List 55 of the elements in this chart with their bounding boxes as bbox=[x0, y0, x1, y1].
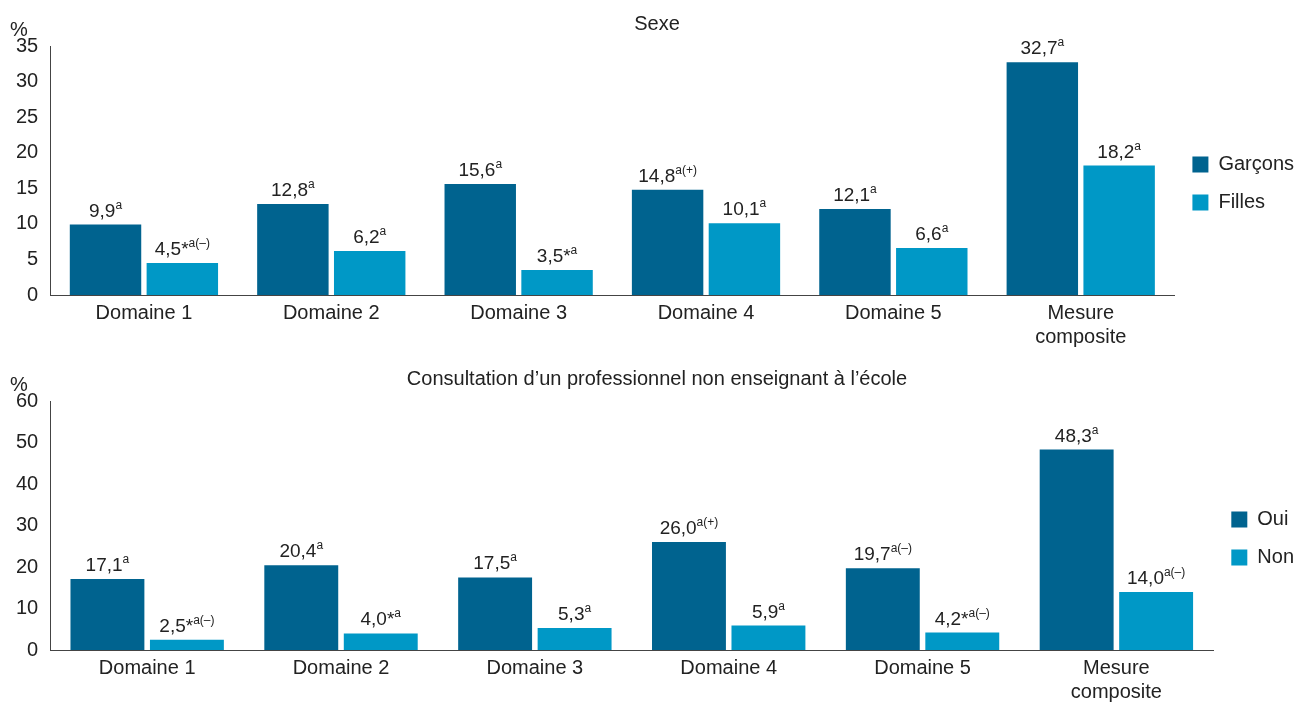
bar bbox=[1006, 62, 1079, 295]
y-tick-label: 15 bbox=[16, 175, 39, 198]
bar bbox=[652, 542, 726, 650]
bar bbox=[845, 568, 920, 650]
y-tick-label: 50 bbox=[16, 430, 39, 453]
bar bbox=[731, 625, 806, 650]
bar bbox=[1083, 165, 1155, 295]
y-tick-label: 30 bbox=[16, 513, 39, 536]
bar bbox=[1039, 449, 1114, 650]
bar bbox=[896, 248, 968, 295]
bar bbox=[343, 633, 418, 650]
legend-label: Garçons bbox=[1218, 152, 1295, 175]
x-tick-label: Domaine 2 bbox=[282, 300, 380, 323]
bar bbox=[149, 639, 224, 650]
y-tick-label: 10 bbox=[16, 211, 39, 234]
legend-label: Non bbox=[1257, 545, 1295, 568]
x-tick-label: Mesure composite bbox=[1035, 300, 1127, 347]
x-tick-label: Domaine 5 bbox=[874, 655, 971, 678]
x-tick-label: Mesure composite bbox=[1070, 655, 1162, 702]
bar bbox=[1119, 591, 1194, 650]
legend-label: Oui bbox=[1257, 507, 1289, 530]
x-tick-label: Domaine 2 bbox=[292, 655, 390, 678]
bar bbox=[146, 262, 219, 295]
x-tick-label: Domaine 5 bbox=[845, 300, 942, 323]
bar bbox=[444, 184, 516, 295]
y-tick-label: 0 bbox=[27, 637, 39, 660]
bar bbox=[333, 250, 406, 295]
y-tick-label: 5 bbox=[27, 246, 39, 269]
bar bbox=[819, 208, 891, 295]
bar bbox=[69, 224, 142, 295]
bar bbox=[70, 579, 145, 650]
y-tick-label: 10 bbox=[16, 596, 39, 619]
bar bbox=[458, 577, 533, 650]
y-tick-label: 20 bbox=[16, 554, 39, 577]
y-tick-label: 20 bbox=[16, 140, 39, 163]
y-tick-label: 40 bbox=[16, 471, 39, 494]
legend-label: Filles bbox=[1218, 190, 1266, 213]
x-tick-label: Domaine 1 bbox=[98, 655, 196, 678]
chart-title: Consultation d’un professionnel non enseignant à l’école bbox=[406, 366, 908, 389]
bar bbox=[631, 189, 704, 295]
x-tick-label: Domaine 3 bbox=[470, 300, 568, 323]
chart-title: Sexe bbox=[634, 11, 680, 34]
y-tick-label: 25 bbox=[16, 104, 39, 127]
y-tick-label: 30 bbox=[16, 69, 39, 92]
y-tick-label: 0 bbox=[27, 282, 39, 305]
bar bbox=[708, 223, 781, 295]
bar bbox=[537, 628, 612, 650]
x-tick-label: Domaine 3 bbox=[486, 655, 584, 678]
bar bbox=[264, 565, 339, 650]
bar bbox=[257, 203, 329, 295]
bar bbox=[521, 270, 593, 295]
bar bbox=[925, 632, 1000, 650]
x-tick-label: Domaine 4 bbox=[657, 300, 755, 323]
x-tick-label: Domaine 1 bbox=[95, 300, 193, 323]
x-tick-label: Domaine 4 bbox=[680, 655, 778, 678]
